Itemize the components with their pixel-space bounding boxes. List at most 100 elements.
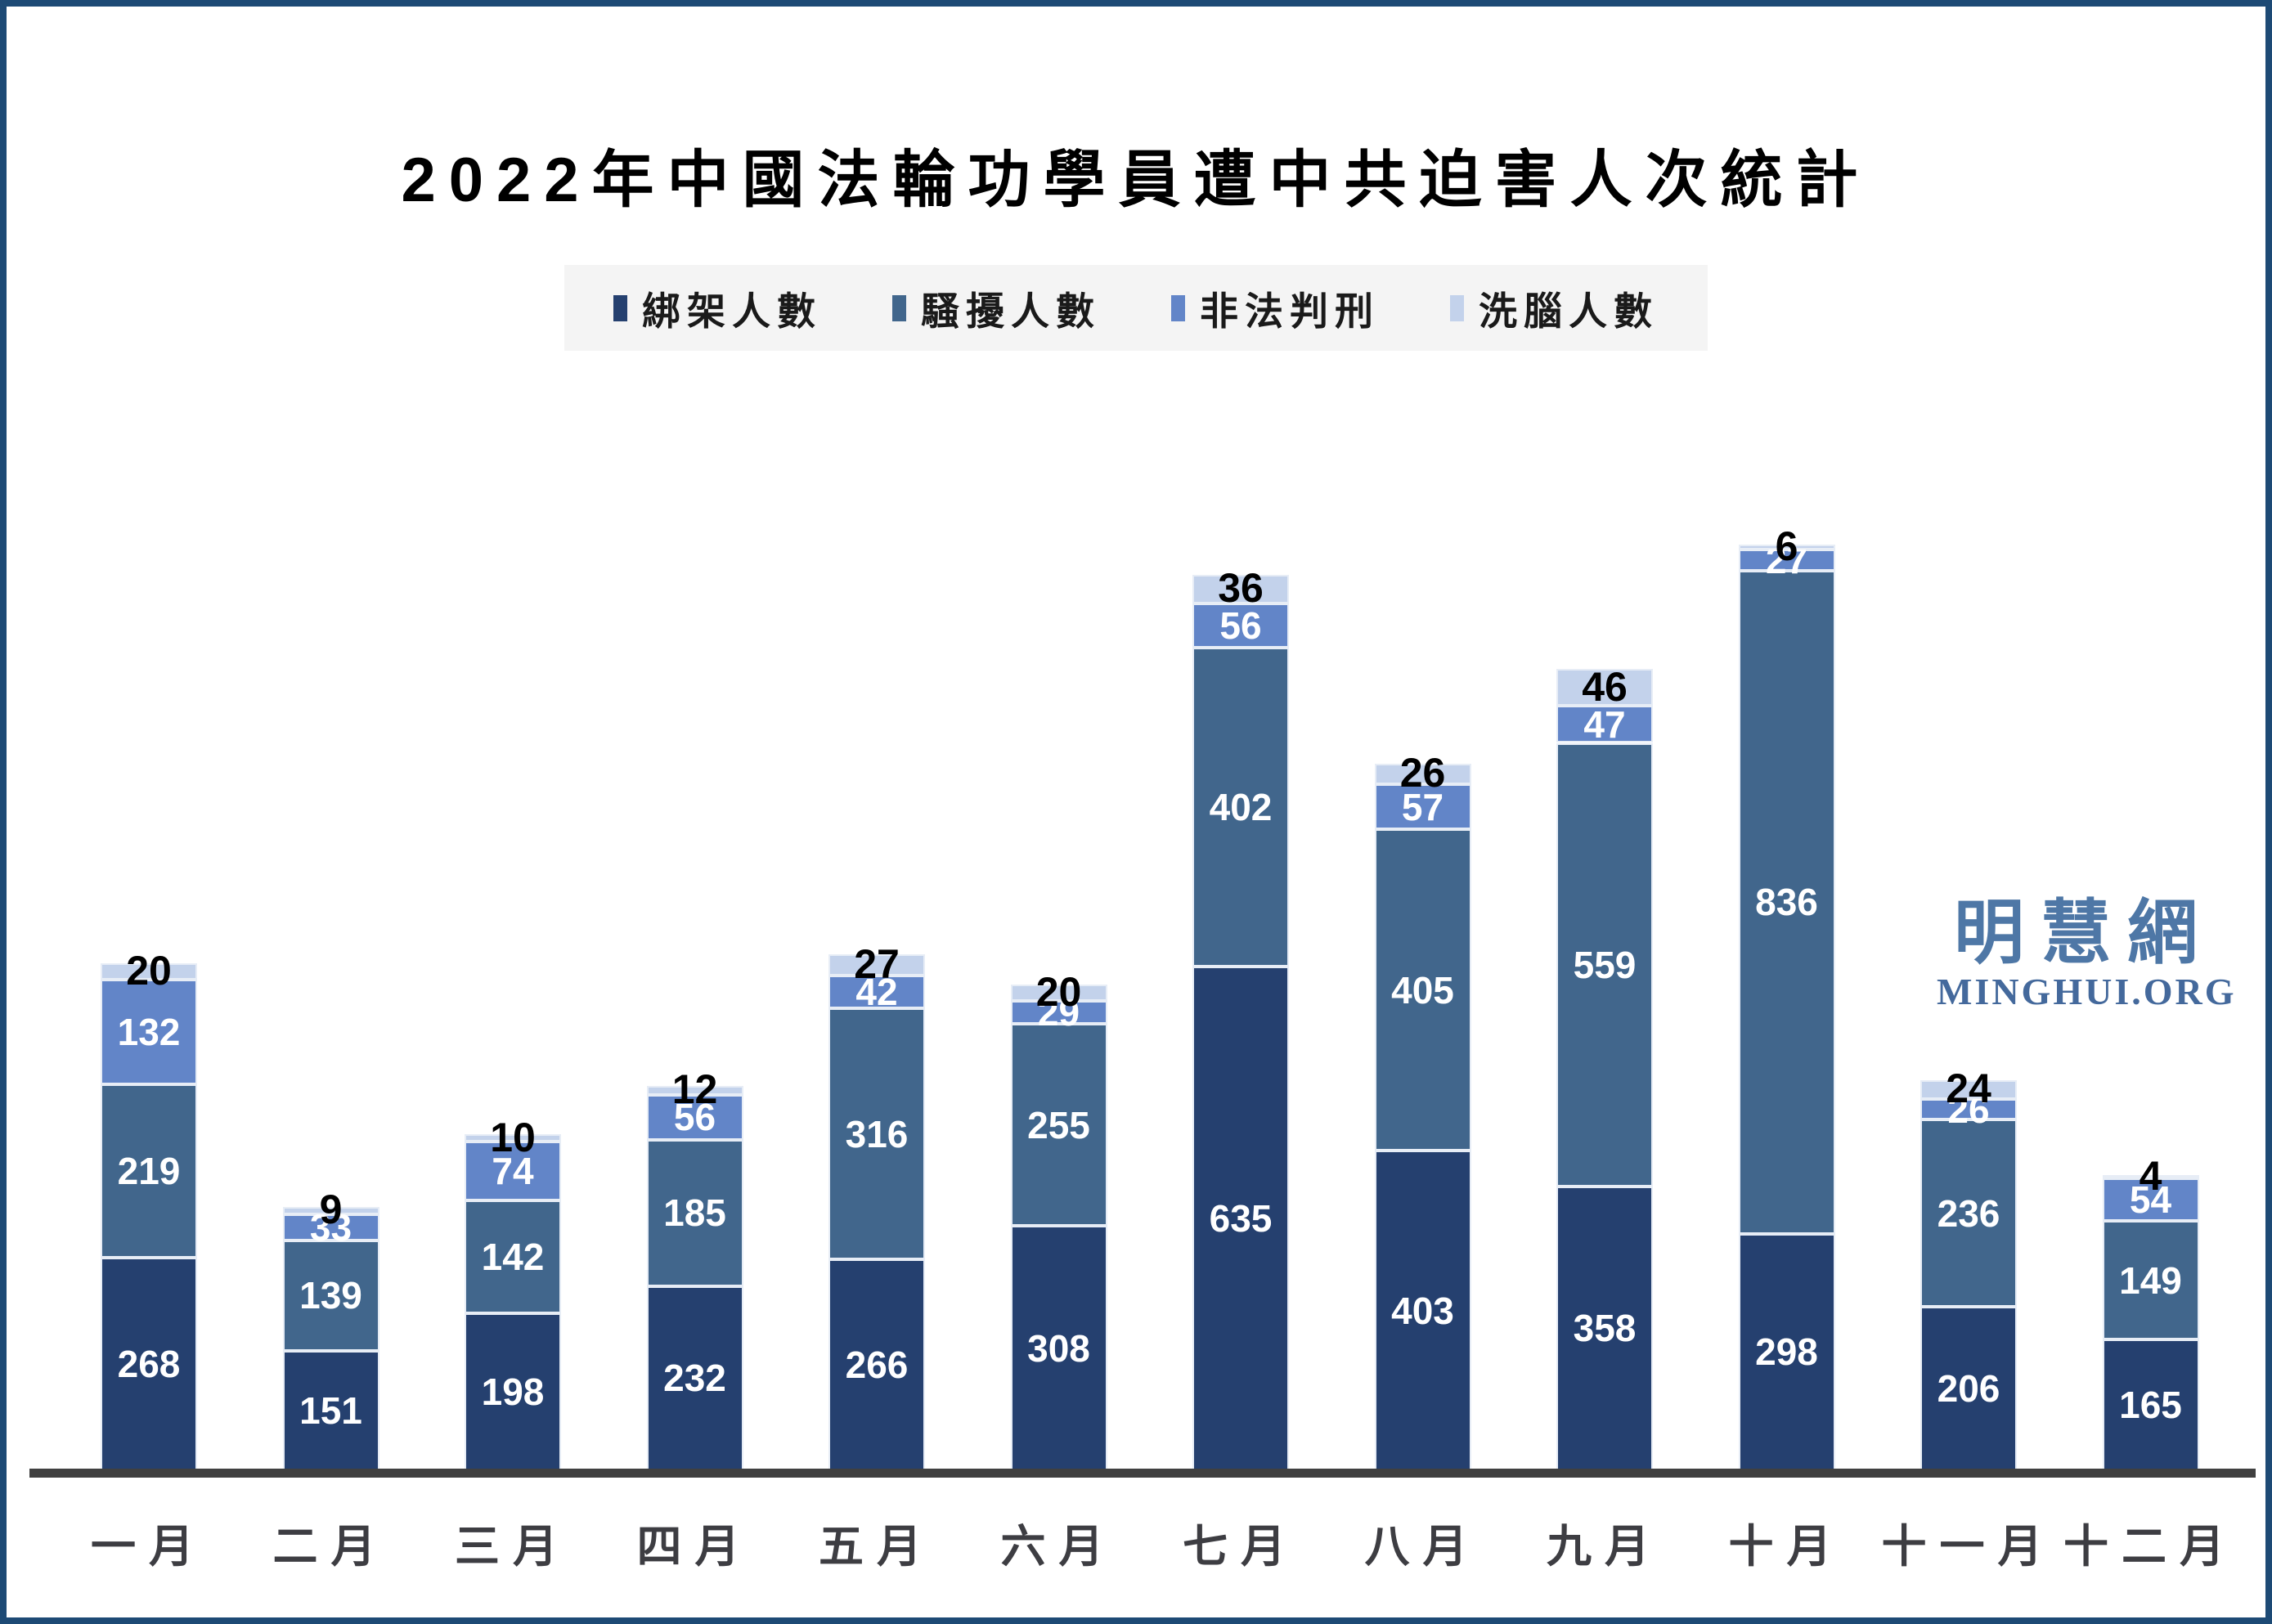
bar-segment-harassed-month-12: 149 [2102,1221,2199,1339]
value-label-kidnapped-month-3: 198 [481,1370,545,1413]
value-label-kidnapped-month-4: 232 [663,1357,726,1400]
bar-segment-kidnapped-month-3: 198 [465,1312,561,1470]
value-label-brainwashed-month-11: 24 [1946,1065,1991,1112]
bar-segment-brainwashed-month-1 [101,963,197,980]
bar-segment-kidnapped-month-6: 308 [1010,1226,1107,1470]
legend-label-harassed: 騷擾人數 [921,289,1101,333]
x-axis-label-month-8: 八月 [1364,1521,1481,1572]
legend-swatch-brainwashed [1450,294,1464,321]
value-label-sentenced-month-5: 42 [855,971,898,1014]
bar-segment-harassed-month-10: 836 [1738,571,1835,1234]
legend-item-brainwashed: 洗腦人數 [1450,280,1659,336]
x-axis-label-month-3: 三月 [454,1521,571,1572]
legend-swatch-sentenced [1171,294,1185,321]
value-label-harassed-month-4: 185 [663,1191,726,1235]
bar-segment-sentenced-month-5: 42 [828,971,925,1014]
value-label-kidnapped-month-6: 308 [1027,1326,1090,1370]
value-label-brainwashed-month-9: 46 [1582,663,1628,710]
bar-segment-kidnapped-month-1: 268 [101,1258,197,1470]
value-label-harassed-month-7: 402 [1209,786,1273,829]
value-label-sentenced-month-7: 56 [1219,603,1262,647]
bar-segment-sentenced-month-6: 29 [1010,994,1107,1031]
bar-segment-brainwashed-month-6 [1010,985,1107,1001]
bar-segment-sentenced-month-8: 57 [1374,783,1471,830]
bar-segment-harassed-month-2: 139 [282,1240,379,1351]
bar-segment-brainwashed-month-3 [465,1133,561,1142]
value-label-brainwashed-month-3: 10 [490,1114,536,1160]
x-axis-label-month-4: 四月 [636,1521,753,1572]
value-label-kidnapped-month-8: 403 [1391,1289,1454,1332]
bar-segment-sentenced-month-1: 132 [101,979,197,1084]
bar-segment-sentenced-month-2: 33 [282,1209,379,1246]
bar-segment-brainwashed-month-5 [828,953,925,976]
x-axis-label-month-11: 十一月 [1881,1521,2056,1572]
bar-segment-harassed-month-8: 405 [1374,829,1471,1151]
value-label-brainwashed-month-1: 20 [126,947,172,994]
x-axis-label-month-10: 十月 [1728,1521,1845,1572]
value-label-kidnapped-month-12: 165 [2119,1383,2182,1426]
value-label-brainwashed-month-7: 36 [1218,565,1264,612]
bar-segment-brainwashed-month-7 [1192,574,1289,603]
bar-segment-kidnapped-month-9: 358 [1556,1186,1653,1470]
value-label-sentenced-month-4: 56 [673,1096,716,1139]
legend-item-kidnapped: 綁架人數 [613,280,822,336]
bar-segment-sentenced-month-4: 56 [646,1095,743,1140]
bar-segment-kidnapped-month-8: 403 [1374,1151,1471,1470]
value-label-harassed-month-10: 836 [1755,881,1818,924]
bar-segment-sentenced-month-7: 56 [1192,603,1289,648]
x-axis-label-month-12: 十二月 [2063,1521,2238,1572]
legend-label-kidnapped: 綁架人數 [642,289,822,333]
value-label-sentenced-month-9: 47 [1583,702,1626,746]
bar-segment-sentenced-month-9: 47 [1556,706,1653,743]
value-label-sentenced-month-12: 54 [2129,1178,2172,1222]
legend-item-harassed: 騷擾人數 [892,280,1101,336]
bar-segment-brainwashed-month-4 [646,1085,743,1096]
value-label-harassed-month-11: 236 [1937,1191,2000,1235]
bar-segment-kidnapped-month-11: 206 [1920,1307,2017,1470]
value-label-brainwashed-month-4: 12 [671,1066,718,1113]
bar-segment-brainwashed-month-11 [1920,1079,2017,1100]
bar-segment-brainwashed-month-2 [282,1206,379,1214]
value-label-harassed-month-12: 149 [2119,1258,2182,1302]
bar-segment-kidnapped-month-2: 151 [282,1350,379,1470]
value-label-brainwashed-month-5: 27 [854,940,900,987]
value-label-brainwashed-month-6: 20 [1035,969,1082,1016]
value-label-sentenced-month-1: 132 [117,1010,181,1053]
minghui-logo-latin: MINGHUI.ORG [1937,971,2237,1013]
value-label-brainwashed-month-8: 26 [1399,750,1446,796]
value-label-kidnapped-month-5: 266 [845,1343,909,1386]
value-label-kidnapped-month-7: 635 [1209,1197,1273,1240]
value-label-sentenced-month-2: 33 [309,1205,352,1249]
x-axis-line [29,1469,2256,1478]
value-label-kidnapped-month-1: 268 [117,1343,181,1385]
x-axis-label-month-2: 二月 [272,1521,389,1572]
minghui-logo-chinese: 明慧網 [1954,894,2214,972]
legend-swatch-harassed [892,294,906,321]
stacked-bar-chart: 268 219 132 20 一月 151 139 33 9 二月 198 142 74 10 三月 232 1… [7,7,2265,1617]
x-axis-label-month-1: 一月 [90,1521,207,1572]
value-label-harassed-month-6: 255 [1027,1103,1090,1146]
bar-segment-brainwashed-month-12 [2102,1175,2199,1179]
bar-segment-brainwashed-month-8 [1374,763,1471,784]
value-label-kidnapped-month-11: 206 [1937,1367,2000,1411]
value-label-harassed-month-9: 559 [1573,943,1637,986]
value-label-brainwashed-month-10: 6 [1775,523,1798,569]
value-label-sentenced-month-3: 74 [492,1150,534,1193]
legend-item-sentenced: 非法判刑 [1171,280,1380,336]
bar-segment-kidnapped-month-5: 266 [828,1258,925,1470]
value-label-harassed-month-8: 405 [1391,968,1454,1012]
legend: 綁架人數 騷擾人數 非法判刑 洗腦人數 [564,265,1708,351]
value-label-harassed-month-2: 139 [299,1274,362,1317]
bar-segment-harassed-month-9: 559 [1556,742,1653,1187]
value-label-kidnapped-month-9: 358 [1573,1307,1637,1350]
bar-segment-brainwashed-month-10 [1738,545,1835,550]
value-label-harassed-month-1: 219 [117,1149,181,1192]
bar-segment-harassed-month-6: 255 [1010,1023,1107,1227]
bar-segment-harassed-month-11: 236 [1920,1119,2017,1308]
legend-swatch-kidnapped [613,294,627,321]
x-axis-label-month-7: 七月 [1182,1521,1299,1572]
legend-label-sentenced: 非法判刑 [1200,289,1380,333]
value-label-harassed-month-5: 316 [845,1112,909,1155]
bar-segment-brainwashed-month-9 [1556,669,1653,706]
